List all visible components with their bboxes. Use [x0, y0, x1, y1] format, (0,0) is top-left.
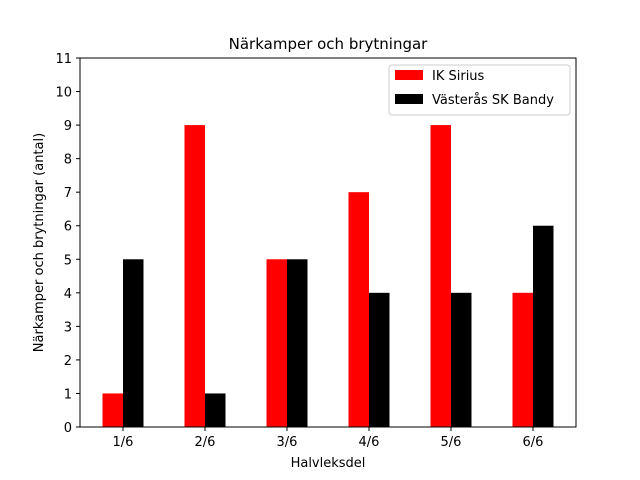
y-tick-label: 3 [64, 320, 72, 335]
x-tick-label: 6/6 [523, 435, 544, 450]
bar-ik-sirius-1 [102, 393, 123, 427]
x-tick-label: 2/6 [195, 435, 216, 450]
y-tick-label: 9 [64, 119, 72, 134]
x-tick-label: 5/6 [441, 435, 462, 450]
chart-title: Närkamper och brytningar [229, 35, 429, 53]
bar-vasteras-sk-bandy-3 [287, 259, 308, 427]
y-tick-label: 8 [64, 153, 72, 168]
bars-group [102, 125, 554, 427]
y-tick-label: 0 [64, 421, 72, 436]
y-axis: 0 1 2 3 4 5 6 7 8 9 10 11 [55, 52, 80, 436]
bar-ik-sirius-2 [184, 125, 205, 427]
legend: IK Sirius Västerås SK Bandy [388, 64, 571, 116]
y-tick-label: 4 [64, 287, 72, 302]
x-tick-label: 3/6 [277, 435, 298, 450]
legend-swatch-vasteras-sk-bandy [395, 94, 423, 104]
bar-ik-sirius-3 [266, 259, 287, 427]
plot-frame [79, 57, 577, 428]
bar-ik-sirius-5 [430, 125, 451, 427]
bar-ik-sirius-6 [512, 292, 533, 427]
x-tick-label: 1/6 [113, 435, 134, 450]
y-tick-label: 5 [64, 253, 72, 268]
y-axis-label: Närkamper och brytningar (antal) [32, 133, 47, 352]
legend-label-vasteras-sk-bandy: Västerås SK Bandy [432, 93, 554, 108]
y-tick-label: 6 [64, 220, 72, 235]
x-tick-label: 4/6 [359, 435, 380, 450]
legend-swatch-ik-sirius [395, 70, 423, 80]
y-tick-label: 7 [64, 186, 72, 201]
bar-vasteras-sk-bandy-1 [123, 259, 144, 427]
y-tick-label: 11 [55, 52, 72, 67]
legend-label-ik-sirius: IK Sirius [432, 69, 485, 84]
y-tick-label: 10 [55, 86, 72, 101]
y-tick-label: 2 [64, 354, 72, 369]
bar-vasteras-sk-bandy-4 [369, 292, 390, 427]
x-axis-label: Halvleksdel [291, 456, 366, 471]
bar-vasteras-sk-bandy-6 [533, 225, 554, 427]
x-axis: 1/6 2/6 3/6 4/6 5/6 6/6 [113, 427, 544, 450]
bar-vasteras-sk-bandy-5 [451, 292, 472, 427]
bar-ik-sirius-4 [348, 192, 369, 427]
legend-frame [388, 64, 571, 116]
bar-vasteras-sk-bandy-2 [205, 393, 226, 427]
y-tick-label: 1 [64, 387, 72, 402]
